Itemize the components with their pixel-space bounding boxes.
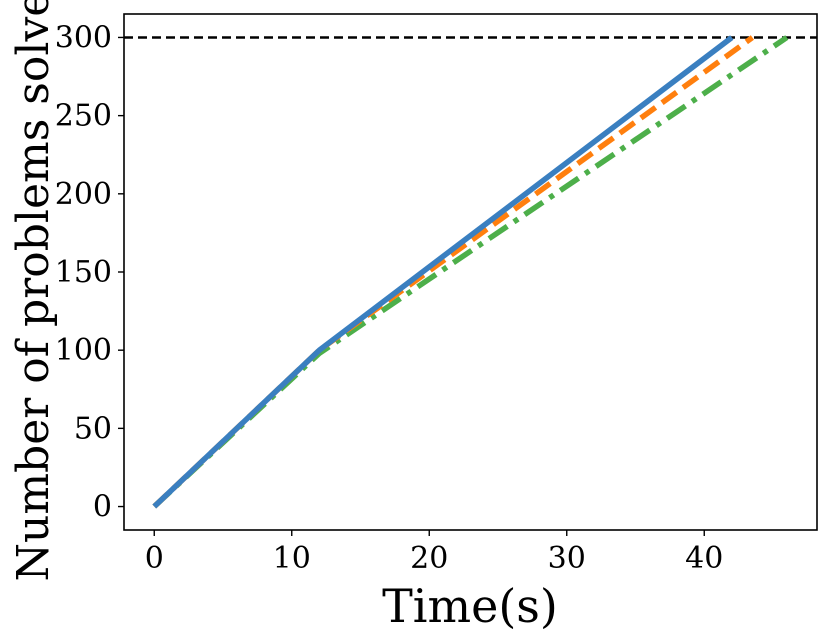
y-ticks: 0 50 100 150 200 250 300 (55, 20, 124, 525)
y-tick-label: 250 (55, 99, 112, 134)
x-tick-label: 20 (410, 541, 448, 576)
x-axis-label: Time(s) (382, 579, 558, 633)
axes-frame (123, 13, 818, 531)
y-tick-label: 50 (74, 411, 112, 446)
y-tick-label: 0 (93, 490, 112, 525)
series-line-1 (152, 35, 734, 509)
y-tick-label: 100 (55, 333, 112, 368)
series-line-2 (152, 35, 755, 509)
x-tick-label: 0 (145, 541, 164, 576)
x-tick-label: 40 (685, 541, 723, 576)
x-ticks: 0 10 20 30 40 (145, 530, 723, 576)
y-tick-label: 150 (55, 255, 112, 290)
series-line-3 (152, 35, 789, 509)
y-axis-label: Number of problems solved (8, 0, 59, 582)
y-tick-label: 300 (55, 20, 112, 55)
x-tick-label: 30 (548, 541, 586, 576)
plot-area (124, 35, 817, 509)
y-tick-label: 200 (55, 177, 112, 212)
series-group (124, 35, 817, 509)
axes (123, 13, 818, 531)
x-tick-label: 10 (273, 541, 311, 576)
